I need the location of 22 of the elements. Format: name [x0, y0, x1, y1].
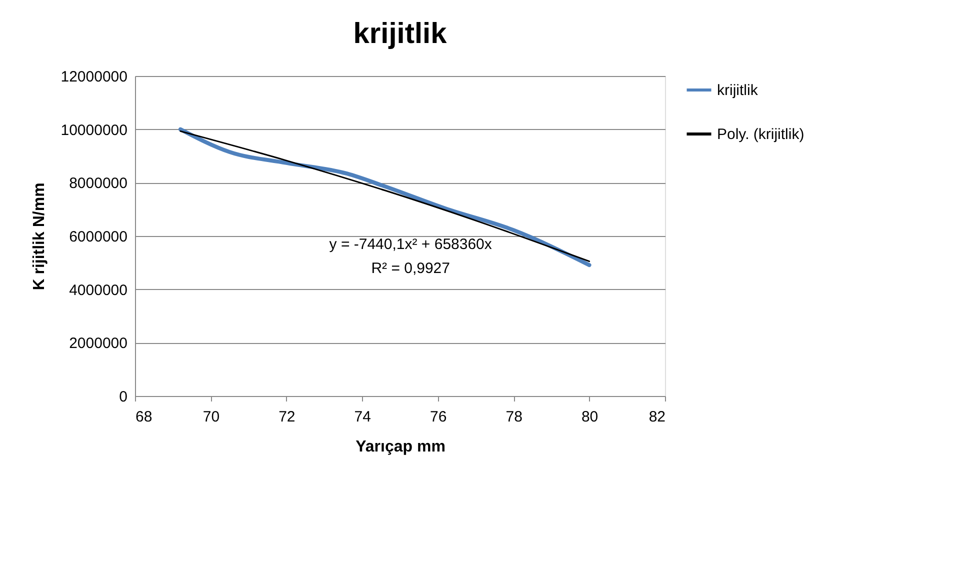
x-tick-label: 68	[136, 408, 152, 426]
annotation: y = -7440,1x² + 658360x	[329, 236, 492, 253]
x-tick-label: 82	[648, 408, 666, 426]
x-tick-label: 74	[354, 408, 371, 426]
x-tick-label: 72	[278, 408, 296, 426]
x-tick-label: 70	[202, 408, 220, 426]
annotation: R² = 0,9927	[371, 260, 450, 277]
y-axis-title: K rijitlik N/mm	[30, 182, 48, 290]
legend-label: Poly. (krijitlik)	[717, 126, 804, 143]
x-tick-label: 80	[581, 408, 598, 426]
y-tick-label: 4000000	[69, 282, 128, 299]
y-tick-label: 12000000	[60, 68, 128, 86]
x-tick-label: 76	[430, 408, 447, 426]
y-tick-label: 8000000	[69, 175, 128, 192]
y-tick-label: 2000000	[69, 335, 128, 352]
y-tick-label: 10000000	[60, 122, 128, 139]
x-tick-label: 78	[506, 408, 522, 426]
legend-label: krijitlik	[717, 82, 758, 99]
y-tick-label: 6000000	[69, 228, 128, 246]
y-tick-label: 0	[119, 388, 128, 406]
chart-title: krijitlik	[353, 18, 448, 50]
x-axis-title: Yarıçap mm	[356, 438, 446, 456]
